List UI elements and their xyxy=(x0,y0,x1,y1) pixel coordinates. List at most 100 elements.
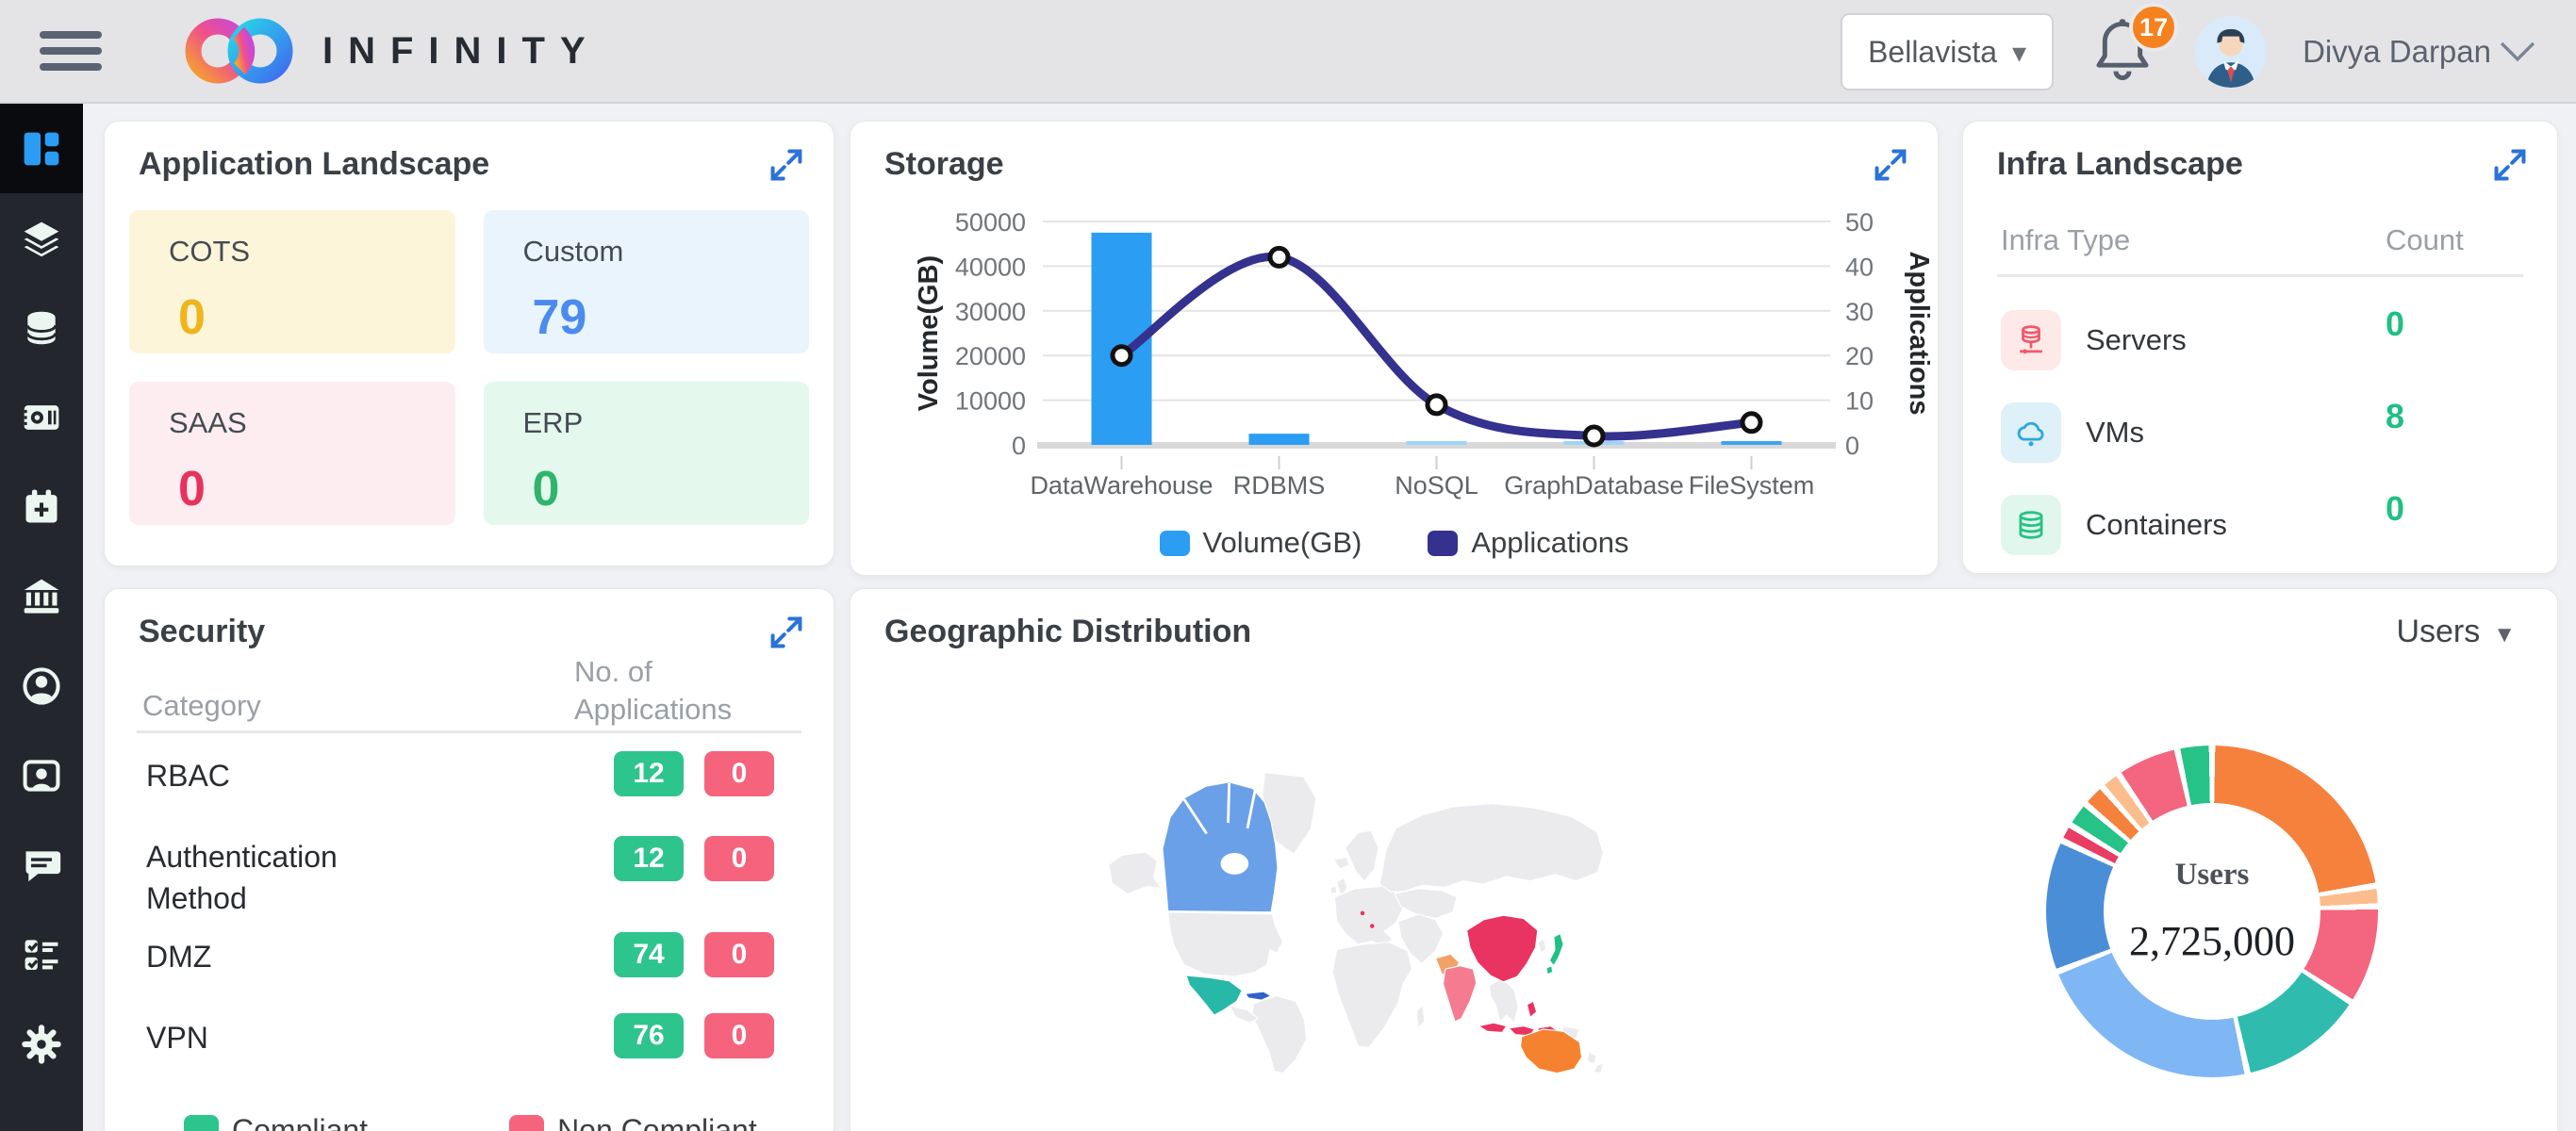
cloud-icon xyxy=(2017,421,2044,447)
user-frame-icon xyxy=(23,759,60,792)
infra-type-label: Servers xyxy=(2086,323,2187,356)
brand-logo: INFINITY xyxy=(168,11,601,90)
geo-metric-label: Users xyxy=(2396,614,2481,649)
svg-text:RDBMS: RDBMS xyxy=(1233,471,1326,500)
divider xyxy=(137,730,801,733)
legend-volume[interactable]: Volume(GB) xyxy=(1159,526,1362,560)
avatar[interactable] xyxy=(2195,16,2268,88)
user-name: Divya Darpan xyxy=(2303,34,2491,69)
svg-text:10: 10 xyxy=(1845,387,1874,416)
calendar-add-icon xyxy=(25,489,58,522)
tile-label: COTS xyxy=(169,235,251,268)
storage-card: Storage 0 10000 20000 30000 40000 50000 0 10 20 3… xyxy=(850,121,1939,576)
svg-text:10000: 10000 xyxy=(955,387,1026,416)
category-label: Authentication Method xyxy=(146,840,338,915)
table-row[interactable]: Servers 0 xyxy=(2001,303,2519,378)
legend-label: Compliant xyxy=(232,1113,369,1131)
legend-non-compliant: Non Compliant xyxy=(509,1113,757,1131)
expand-icon[interactable] xyxy=(768,146,805,184)
sidebar-item-feedback[interactable] xyxy=(0,820,83,910)
svg-text:20: 20 xyxy=(1845,342,1874,370)
table-header: Infra Type Count xyxy=(2001,223,2519,257)
infra-landscape-card: Infra Landscape Infra Type Count xyxy=(1962,121,2558,574)
donut-center-label: Users xyxy=(2174,858,2250,892)
feedback-icon xyxy=(25,850,61,881)
svg-text:30000: 30000 xyxy=(955,298,1026,326)
notification-count-badge: 17 xyxy=(2129,3,2179,52)
sidebar-item-tasks[interactable] xyxy=(0,910,83,999)
sidebar-item-organization[interactable] xyxy=(0,551,83,641)
donut-center: Users 2,725,000 xyxy=(2104,803,2320,1020)
non-compliant-badge: 0 xyxy=(704,751,774,796)
tenant-selector[interactable]: Bellavista xyxy=(1841,13,2055,90)
category-label: RBAC xyxy=(146,759,230,793)
card-title: Security xyxy=(139,614,266,649)
legend-label: Applications xyxy=(1471,526,1629,559)
legend-compliant: Compliant xyxy=(184,1113,368,1131)
table-row[interactable]: Containers 0 xyxy=(2001,487,2519,563)
infra-type-label: VMs xyxy=(2086,416,2144,449)
divider xyxy=(1997,274,2523,277)
infra-count: 8 xyxy=(2386,397,2405,435)
tile-saas[interactable]: SAAS 0 xyxy=(129,382,455,525)
menu-toggle-icon[interactable] xyxy=(40,23,102,79)
tile-label: Custom xyxy=(522,235,624,268)
tile-value: 79 xyxy=(532,290,587,345)
svg-text:50: 50 xyxy=(1845,208,1874,237)
svg-text:0: 0 xyxy=(1845,432,1859,460)
legend-swatch xyxy=(509,1115,545,1131)
dashboard-content: Application Landscape COTS 0 Custom 79 S… xyxy=(83,104,2576,1131)
sidebar-item-account[interactable] xyxy=(0,641,83,730)
compliant-badge: 76 xyxy=(614,1013,684,1058)
security-legend: Compliant Non Compliant xyxy=(184,1113,757,1131)
svg-text:Applications: Applications xyxy=(1904,251,1934,415)
column-infra-type: Infra Type xyxy=(2001,223,2131,256)
column-no-of-applications: No. of Applications xyxy=(574,655,733,726)
server-rack-icon xyxy=(2020,325,2042,354)
world-map[interactable] xyxy=(1094,745,1631,1084)
infra-count: 0 xyxy=(2386,489,2405,528)
tile-custom[interactable]: Custom 79 xyxy=(483,210,809,353)
card-title: Infra Landscape xyxy=(1997,146,2243,182)
compliant-badge: 12 xyxy=(614,751,684,796)
sidebar-nav xyxy=(0,104,83,1131)
users-donut-chart[interactable]: Users 2,725,000 xyxy=(2046,746,2378,1077)
chevron-down-icon xyxy=(2493,614,2516,650)
storage-combo-chart[interactable]: 0 10000 20000 30000 40000 50000 0 10 20 30 40 50 Dat… xyxy=(850,192,1940,527)
category-label: DMZ xyxy=(146,940,212,974)
geographic-distribution-card: Geographic Distribution Users xyxy=(850,588,2558,1131)
tile-value: 0 xyxy=(532,462,560,516)
sidebar-item-settings[interactable] xyxy=(0,999,83,1089)
brand-name: INFINITY xyxy=(322,29,601,72)
expand-icon[interactable] xyxy=(1872,146,1909,184)
svg-text:DataWarehouse: DataWarehouse xyxy=(1030,471,1213,500)
donut-center-value: 2,725,000 xyxy=(2129,918,2295,964)
expand-icon[interactable] xyxy=(768,614,805,651)
svg-text:50000: 50000 xyxy=(955,208,1026,237)
sidebar-item-applications[interactable] xyxy=(0,193,83,283)
svg-text:40000: 40000 xyxy=(955,253,1026,281)
non-compliant-badge: 0 xyxy=(704,1013,774,1058)
legend-label: Volume(GB) xyxy=(1202,526,1362,559)
settings-icon xyxy=(22,1024,61,1064)
svg-text:30: 30 xyxy=(1845,298,1874,326)
tile-label: SAAS xyxy=(169,406,247,439)
icon-tile xyxy=(2001,495,2061,555)
sidebar-item-schedule[interactable] xyxy=(0,462,83,551)
expand-icon[interactable] xyxy=(2491,146,2529,184)
application-landscape-card: Application Landscape COTS 0 Custom 79 S… xyxy=(104,121,834,566)
svg-text:Volume(GB): Volume(GB) xyxy=(914,255,944,411)
chevron-down-icon[interactable] xyxy=(2497,40,2538,64)
sidebar-item-dashboard[interactable] xyxy=(0,104,83,193)
tile-erp[interactable]: ERP 0 xyxy=(483,382,809,525)
infra-count: 0 xyxy=(2386,304,2405,343)
sidebar-item-user-session[interactable] xyxy=(0,730,83,820)
sidebar-item-storage[interactable] xyxy=(0,283,83,372)
geo-metric-dropdown[interactable]: Users xyxy=(2396,614,2516,650)
notifications-button[interactable]: 17 xyxy=(2089,3,2179,90)
sidebar-item-hardware[interactable] xyxy=(0,372,83,462)
legend-applications[interactable]: Applications xyxy=(1428,526,1629,560)
tile-cots[interactable]: COTS 0 xyxy=(129,210,455,353)
non-compliant-badge: 0 xyxy=(704,836,774,881)
table-row[interactable]: VMs 8 xyxy=(2001,395,2519,470)
